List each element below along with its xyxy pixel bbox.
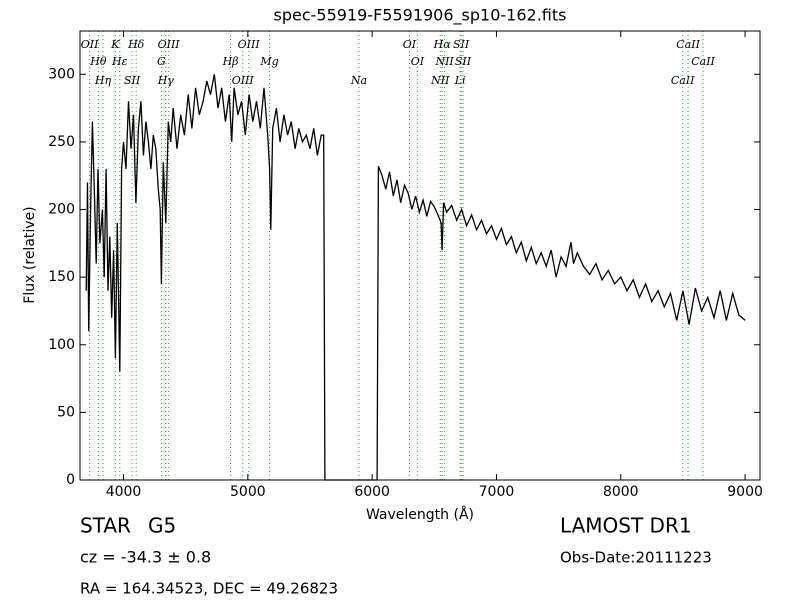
spectral-line-label: OI xyxy=(411,55,425,68)
spectral-line-label: Na xyxy=(350,74,367,87)
x-tick-label: 4000 xyxy=(106,484,142,500)
y-tick-label: 200 xyxy=(48,202,75,218)
y-tick-label: 50 xyxy=(57,404,75,420)
spectral-line-label: Mg xyxy=(259,55,278,68)
spectral-line-label: G xyxy=(157,55,166,68)
y-tick-label: 100 xyxy=(48,337,75,353)
y-axis-label: Flux (relative) xyxy=(22,206,38,303)
plot-frame xyxy=(79,30,761,481)
x-tick-label: 7000 xyxy=(479,484,515,500)
obs-date: Obs-Date:20111223 xyxy=(560,549,712,567)
spectral-line-label: OIII xyxy=(238,38,261,51)
object-class: STAR xyxy=(80,514,131,538)
spectral-line-label: NII xyxy=(430,74,450,87)
spectral-line-label: Hε xyxy=(111,55,128,68)
coordinates: RA = 164.34523, DEC = 49.26823 xyxy=(80,580,338,598)
spectral-line-label: OIII xyxy=(232,74,255,87)
survey: LAMOST DR1 xyxy=(560,514,692,538)
x-tick-label: 9000 xyxy=(727,484,763,500)
x-tick-label: 5000 xyxy=(230,484,266,500)
spectral-line-label: OII xyxy=(81,38,99,51)
y-tick-label: 150 xyxy=(48,269,75,285)
x-axis-label: Wavelength (Å) xyxy=(366,506,474,523)
spectral-line-label: Hθ xyxy=(89,55,107,68)
spectral-line-label: CaII xyxy=(691,55,715,68)
subclass: G5 xyxy=(148,514,176,538)
spectral-line-label: SII xyxy=(124,74,141,87)
x-tick-label: 6000 xyxy=(354,484,390,500)
spectral-line-label: CaII xyxy=(676,38,700,51)
x-tick-label: 8000 xyxy=(603,484,639,500)
spectral-line-label: OIII xyxy=(158,38,181,51)
spectrum-line xyxy=(85,74,746,481)
y-tick-label: 250 xyxy=(48,134,75,150)
spectral-line-label: Hγ xyxy=(157,74,175,87)
y-tick-label: 300 xyxy=(48,66,75,82)
spectral-line-label: CaII xyxy=(671,74,695,87)
spectral-line-label: Hα xyxy=(433,38,452,51)
redshift: cz = -34.3 ± 0.8 xyxy=(80,548,211,567)
spectral-line-label: NII xyxy=(434,55,454,68)
y-tick-label: 0 xyxy=(66,472,75,488)
spectral-line-label: Li xyxy=(454,74,466,87)
spectral-line-label: SII xyxy=(455,55,472,68)
chart-title: spec-55919-F5591906_sp10-162.fits xyxy=(274,6,567,26)
spectral-line-label: Hβ xyxy=(222,55,239,68)
spectral-line-label: SII xyxy=(453,38,470,51)
spectral-line-label: OI xyxy=(403,38,417,51)
spectral-line-label: Hη xyxy=(94,74,112,87)
spectral-line-label: Hδ xyxy=(127,38,145,51)
spectral-line-label: K xyxy=(110,38,120,51)
